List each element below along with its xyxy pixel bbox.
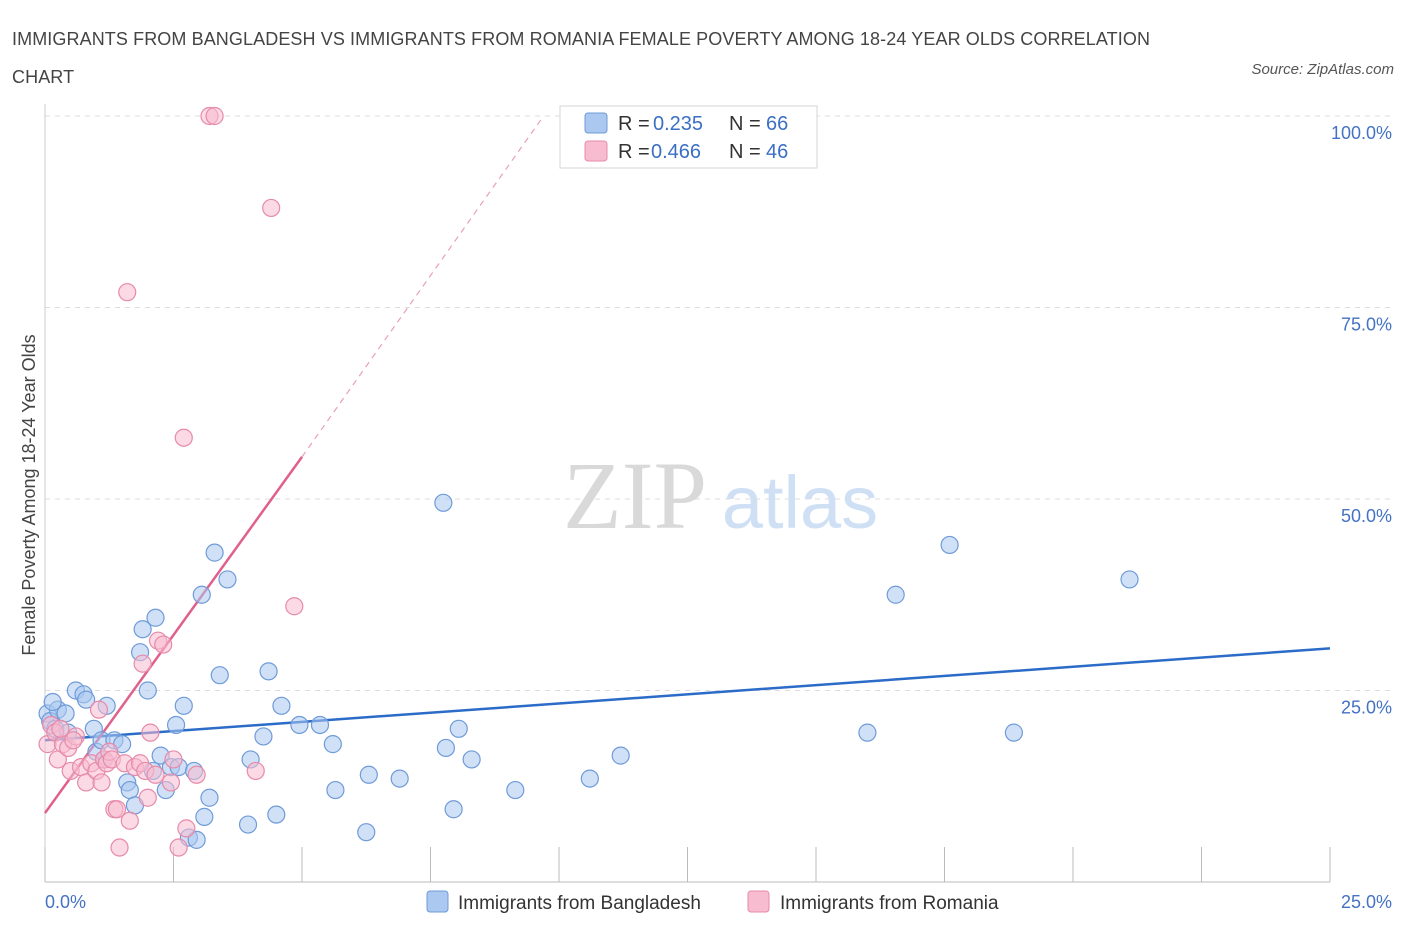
bangladesh-point <box>323 735 342 754</box>
bangladesh-point <box>43 692 62 712</box>
romania-point <box>64 731 83 750</box>
bangladesh-trend-line <box>44 647 1331 742</box>
legend-n-value-romania: 46 <box>766 141 788 163</box>
romania-point <box>246 761 265 781</box>
bangladesh-point <box>462 750 481 769</box>
watermark-atlas: atlas <box>722 461 878 544</box>
bangladesh-point <box>195 807 214 826</box>
romania-point <box>110 838 129 857</box>
romania-point <box>262 198 281 218</box>
y-tick-label: 25.0% <box>1341 698 1392 718</box>
legend-r-value-bangladesh: 0.235 <box>653 113 703 135</box>
bangladesh-point <box>254 727 273 746</box>
bangladesh-point <box>611 746 630 765</box>
bangladesh-point <box>357 823 376 842</box>
romania-point <box>161 773 181 792</box>
bangladesh-point <box>449 719 468 738</box>
x-tick-label: 0.0% <box>45 892 86 912</box>
series-label-romania: Immigrants from Romania <box>780 893 999 914</box>
romania-point <box>118 283 137 302</box>
bangladesh-point <box>1004 723 1023 742</box>
bangladesh-point <box>940 535 959 555</box>
legend-r-label: R = <box>618 113 650 135</box>
series-swatch-bangladesh <box>426 890 449 913</box>
legend-n-value-bangladesh: 66 <box>766 113 788 135</box>
y-tick-label: 50.0% <box>1341 506 1392 526</box>
bangladesh-point <box>205 543 224 562</box>
romania-point <box>120 811 139 830</box>
bangladesh-point <box>326 780 345 800</box>
bangladesh-point <box>272 696 291 715</box>
bangladesh-point <box>1120 570 1139 589</box>
grid-lines <box>45 115 1392 691</box>
legend-n-label: N = <box>729 141 761 163</box>
bangladesh-point <box>444 800 463 819</box>
bangladesh-point <box>192 585 211 604</box>
legend-swatch-bangladesh <box>584 112 608 134</box>
bangladesh-point <box>359 765 378 784</box>
romania-point <box>174 428 193 447</box>
bangladesh-point <box>187 830 206 849</box>
y-tick-label: 100.0% <box>1331 123 1392 143</box>
series-label-bangladesh: Immigrants from Bangladesh <box>458 893 701 914</box>
romania-point <box>154 635 173 654</box>
bangladesh-point <box>434 493 453 512</box>
watermark-zip: ZIP <box>563 442 707 549</box>
romania-point <box>51 719 70 738</box>
x-tick-label: 25.0% <box>1341 892 1392 912</box>
legend-r-label: R = <box>618 141 650 163</box>
bangladesh-point <box>200 788 219 807</box>
romania-point <box>205 106 224 126</box>
bangladesh-point <box>580 769 599 788</box>
romania-point <box>285 597 304 616</box>
romania-point <box>141 723 160 742</box>
romania-point <box>164 750 183 769</box>
bangladesh-point <box>218 570 237 589</box>
legend-n-label: N = <box>729 113 761 135</box>
romania-point <box>138 788 157 807</box>
series-swatch-romania <box>747 890 770 913</box>
romania-point <box>146 765 165 784</box>
romania-trend-extension <box>301 115 545 458</box>
bangladesh-point <box>290 715 309 735</box>
bangladesh-point <box>886 585 905 604</box>
bangladesh-point <box>390 769 409 788</box>
tick-labels: 25.0% 50.0% 75.0% 100.0% 0.0% 25.0% <box>45 123 1392 912</box>
romania-point <box>92 773 111 792</box>
bangladesh-point <box>133 620 152 639</box>
bangladesh-point <box>210 666 229 685</box>
romania-point <box>133 654 152 673</box>
bangladesh-point <box>436 738 456 758</box>
bangladesh-point <box>506 780 525 800</box>
correlation-legend: R = 0.235 N = 66 R = 0.466 N = 46 <box>559 105 818 169</box>
bangladesh-point <box>267 805 286 824</box>
romania-point <box>89 700 109 719</box>
romania-point <box>187 765 206 784</box>
data-points <box>38 106 1139 857</box>
legend-r-value-romania: 0.466 <box>651 141 701 163</box>
y-axis-label: Female Poverty Among 18-24 Year Olds <box>19 334 39 655</box>
chart-title: IMMIGRANTS FROM BANGLADESH VS IMMIGRANTS… <box>12 29 1151 87</box>
legend-swatch-romania <box>584 140 608 162</box>
bangladesh-point <box>166 715 186 735</box>
romania-point <box>107 800 127 819</box>
watermark: ZIP atlas <box>563 442 878 549</box>
bangladesh-point <box>120 780 139 800</box>
bangladesh-point <box>174 696 193 715</box>
series-legend: Immigrants from Bangladesh Immigrants fr… <box>426 890 999 914</box>
bangladesh-point <box>858 723 877 742</box>
bangladesh-point <box>310 715 330 735</box>
romania-point <box>177 819 196 838</box>
y-tick-label: 75.0% <box>1341 315 1392 335</box>
bangladesh-point <box>146 608 165 627</box>
chart-source: Source: ZipAtlas.com <box>1251 61 1394 78</box>
bangladesh-point <box>77 690 96 709</box>
bangladesh-point <box>138 681 157 700</box>
bangladesh-point <box>259 662 278 681</box>
bangladesh-point <box>238 815 258 834</box>
romania-point <box>169 838 188 857</box>
